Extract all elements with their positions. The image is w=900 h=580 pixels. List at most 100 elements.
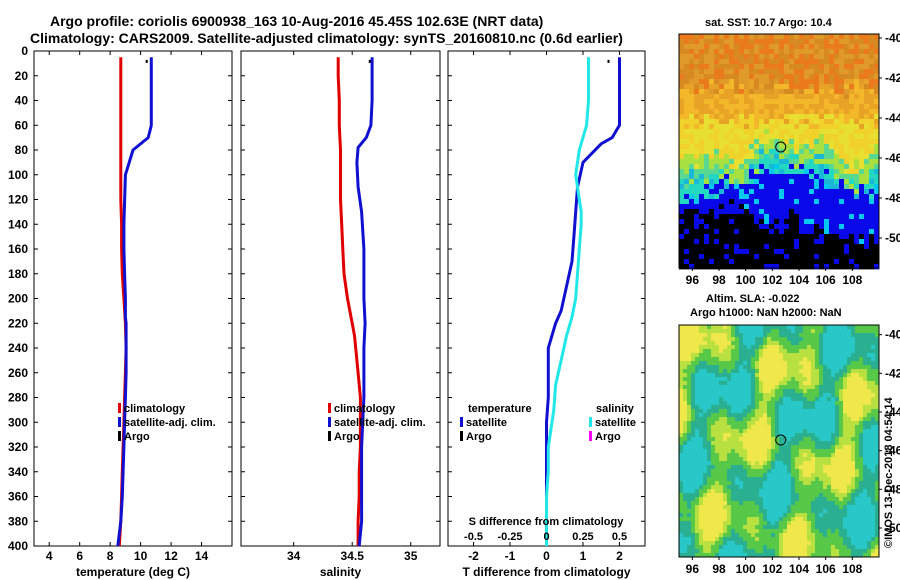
sla-cell	[831, 389, 836, 394]
sla-cell	[819, 389, 824, 394]
sla-cell	[815, 449, 820, 454]
sst-cell	[789, 244, 795, 250]
sla-cell	[715, 545, 720, 550]
sst-cell	[819, 194, 825, 200]
x-tick-label: 4	[46, 549, 53, 563]
sst-cell	[834, 249, 840, 255]
sla-cell	[691, 429, 696, 434]
sla-cell	[739, 353, 744, 358]
sst-cell	[869, 124, 875, 130]
sla-cell	[823, 549, 828, 554]
sst-cell	[829, 44, 835, 50]
sst-cell	[854, 44, 860, 50]
sst-cell	[784, 199, 790, 205]
sla-cell	[763, 397, 768, 402]
sla-cell	[799, 541, 804, 546]
sla-cell	[719, 409, 724, 414]
sla-cell	[695, 337, 700, 342]
sla-cell	[687, 477, 692, 482]
sla-cell	[779, 389, 784, 394]
sla-cell	[739, 341, 744, 346]
sst-cell	[759, 44, 765, 50]
sla-cell	[723, 481, 728, 486]
sst-cell	[764, 264, 770, 270]
sst-cell	[709, 179, 715, 185]
sla-cell	[755, 481, 760, 486]
sla-cell	[791, 457, 796, 462]
sla-cell	[703, 409, 708, 414]
sst-cell	[839, 264, 845, 270]
sla-cell	[747, 401, 752, 406]
sla-cell	[759, 389, 764, 394]
sla-cell	[747, 421, 752, 426]
sla-cell	[811, 361, 816, 366]
sla-cell	[719, 545, 724, 550]
sst-cell	[689, 184, 695, 190]
sla-cell	[791, 397, 796, 402]
sla-cell	[803, 477, 808, 482]
sla-cell	[795, 517, 800, 522]
sla-cell	[715, 365, 720, 370]
sla-cell	[783, 513, 788, 518]
sst-cell	[869, 209, 875, 215]
x-tick-label: 35	[404, 549, 418, 563]
sst-cell	[814, 259, 820, 265]
sla-cell	[815, 477, 820, 482]
sla-cell	[823, 409, 828, 414]
sla-cell	[803, 425, 808, 430]
argo-location-marker	[775, 141, 787, 153]
sst-cell	[804, 249, 810, 255]
sla-cell	[715, 417, 720, 422]
sla-cell	[823, 337, 828, 342]
sla-cell	[851, 433, 856, 438]
sst-cell	[794, 89, 800, 95]
sla-cell	[763, 461, 768, 466]
sst-cell	[779, 199, 785, 205]
sla-cell	[755, 385, 760, 390]
sla-cell	[835, 461, 840, 466]
sla-cell	[763, 409, 768, 414]
sst-cell	[734, 254, 740, 260]
sst-cell	[829, 214, 835, 220]
sla-cell	[819, 513, 824, 518]
sla-cell	[831, 373, 836, 378]
sla-cell	[771, 541, 776, 546]
sst-cell	[874, 134, 880, 140]
sst-cell	[754, 219, 760, 225]
sla-cell	[839, 333, 844, 338]
sla-cell	[687, 441, 692, 446]
sst-cell	[729, 69, 735, 75]
sst-cell	[749, 59, 755, 65]
sla-cell	[799, 481, 804, 486]
sla-cell	[851, 549, 856, 554]
sst-cell	[804, 259, 810, 265]
sla-cell	[803, 541, 808, 546]
sst-cell	[874, 169, 880, 175]
sla-cell	[687, 389, 692, 394]
sla-cell	[855, 545, 860, 550]
sst-cell	[749, 174, 755, 180]
sla-cell	[727, 341, 732, 346]
sla-cell	[815, 429, 820, 434]
sst-cell	[839, 119, 845, 125]
sst-cell	[824, 159, 830, 165]
sla-cell	[831, 413, 836, 418]
sst-cell	[699, 99, 705, 105]
sla-cell	[687, 329, 692, 334]
sst-cell	[739, 219, 745, 225]
sla-cell	[751, 461, 756, 466]
sla-cell	[715, 525, 720, 530]
sla-cell	[791, 357, 796, 362]
sst-cell	[694, 179, 700, 185]
sst-cell	[699, 94, 705, 100]
sla-cell	[871, 417, 876, 422]
sla-cell	[827, 469, 832, 474]
sst-cell	[809, 69, 815, 75]
sst-cell	[874, 54, 880, 60]
sla-cell	[847, 397, 852, 402]
sla-cell	[703, 429, 708, 434]
sla-cell	[819, 473, 824, 478]
sst-cell	[719, 244, 725, 250]
sla-cell	[787, 357, 792, 362]
sla-cell	[803, 505, 808, 510]
